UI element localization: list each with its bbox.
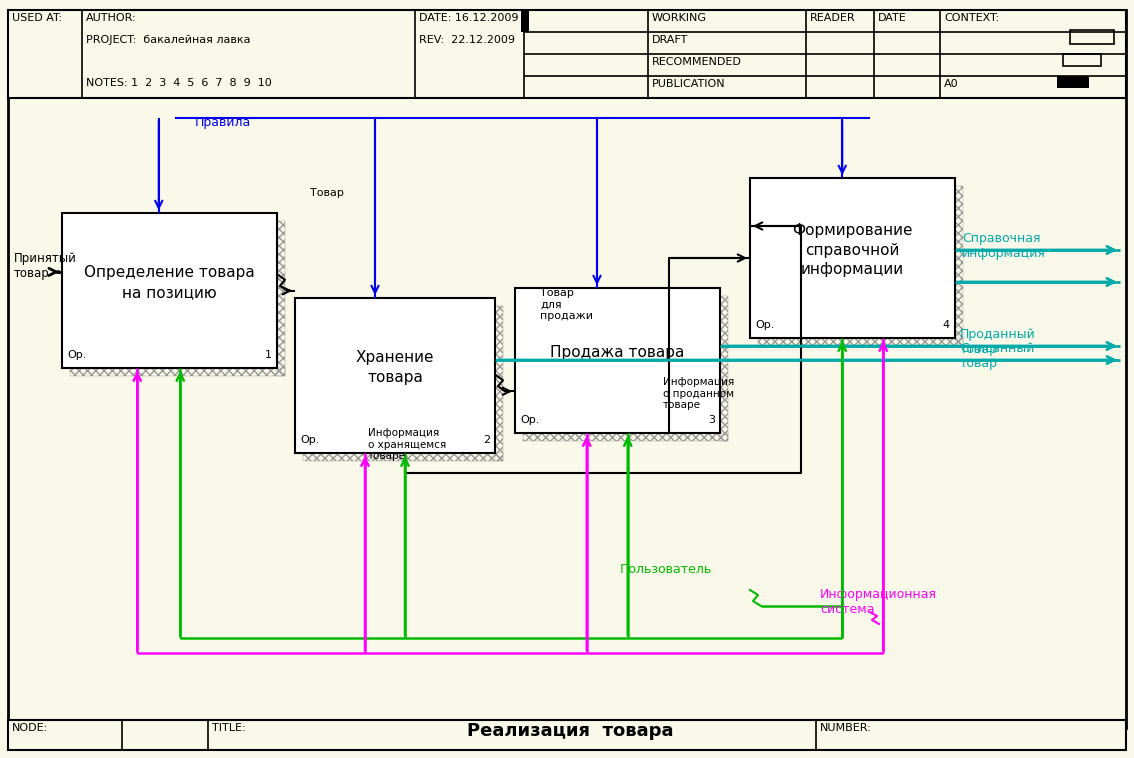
Text: Принятый
товар: Принятый товар — [14, 252, 77, 280]
Bar — [70, 368, 285, 376]
Text: 1: 1 — [265, 350, 272, 360]
Text: Ор.: Ор. — [67, 350, 86, 360]
Text: Информационная
система: Информационная система — [820, 588, 937, 616]
Text: TITLE:: TITLE: — [212, 723, 246, 733]
Text: 3: 3 — [708, 415, 716, 425]
Text: CONTEXT:: CONTEXT: — [943, 13, 999, 23]
Text: Справочная
информация: Справочная информация — [962, 232, 1046, 260]
Text: WORKING: WORKING — [652, 13, 706, 23]
Text: Формирование
справочной
информации: Формирование справочной информации — [793, 223, 913, 277]
Text: DRAFT: DRAFT — [652, 35, 688, 45]
Bar — [955, 186, 963, 346]
Bar — [295, 298, 496, 453]
Text: Ор.: Ор. — [755, 320, 775, 330]
Text: Информация
о хранящемся
товаре: Информация о хранящемся товаре — [369, 428, 447, 461]
Text: Определение товара
на позицию: Определение товара на позицию — [84, 265, 255, 300]
Text: NUMBER:: NUMBER: — [820, 723, 872, 733]
Text: 2: 2 — [483, 435, 490, 445]
Text: NODE:: NODE: — [12, 723, 49, 733]
Text: Товар: Товар — [310, 188, 344, 198]
Text: RECOMMENDED: RECOMMENDED — [652, 57, 742, 67]
Bar — [277, 221, 285, 376]
Bar — [515, 288, 720, 433]
Text: Продажа товара: Продажа товара — [550, 345, 685, 360]
Bar — [1057, 76, 1089, 88]
Text: A0: A0 — [943, 79, 958, 89]
Text: DATE: 16.12.2009: DATE: 16.12.2009 — [418, 13, 518, 23]
Text: Пользователь: Пользователь — [620, 563, 712, 576]
Text: REV:  22.12.2009: REV: 22.12.2009 — [418, 35, 515, 45]
Bar — [750, 178, 955, 338]
Text: PUBLICATION: PUBLICATION — [652, 79, 726, 89]
Text: READER: READER — [810, 13, 856, 23]
Text: DATE: DATE — [878, 13, 907, 23]
Bar — [758, 338, 963, 346]
Text: Хранение
товара: Хранение товара — [356, 350, 434, 385]
Text: PROJECT:  бакалейная лавка: PROJECT: бакалейная лавка — [86, 35, 251, 45]
Text: Информация
о проданном
товаре: Информация о проданном товаре — [663, 377, 734, 410]
Text: NOTES: 1  2  3  4  5  6  7  8  9  10: NOTES: 1 2 3 4 5 6 7 8 9 10 — [86, 78, 272, 88]
Bar — [8, 10, 1126, 98]
Text: 4: 4 — [942, 320, 950, 330]
Bar — [720, 296, 728, 441]
Text: Проданный
товар: Проданный товар — [960, 328, 1035, 356]
Text: Правила: Правила — [195, 116, 252, 129]
Bar — [8, 720, 1126, 750]
Bar — [1063, 54, 1101, 66]
Bar — [303, 453, 503, 461]
Text: Ор.: Ор. — [301, 435, 320, 445]
Bar — [62, 213, 277, 368]
Text: Ор.: Ор. — [521, 415, 540, 425]
Bar — [521, 10, 528, 32]
Bar — [1070, 30, 1114, 44]
Text: AUTHOR:: AUTHOR: — [86, 13, 136, 23]
Text: Товар
для
продажи: Товар для продажи — [540, 288, 593, 321]
Text: USED AT:: USED AT: — [12, 13, 62, 23]
Text: Реализация  товара: Реализация товара — [467, 722, 674, 740]
Text: Списанный
товар: Списанный товар — [960, 342, 1034, 370]
Bar — [523, 433, 728, 441]
Bar — [496, 306, 503, 461]
